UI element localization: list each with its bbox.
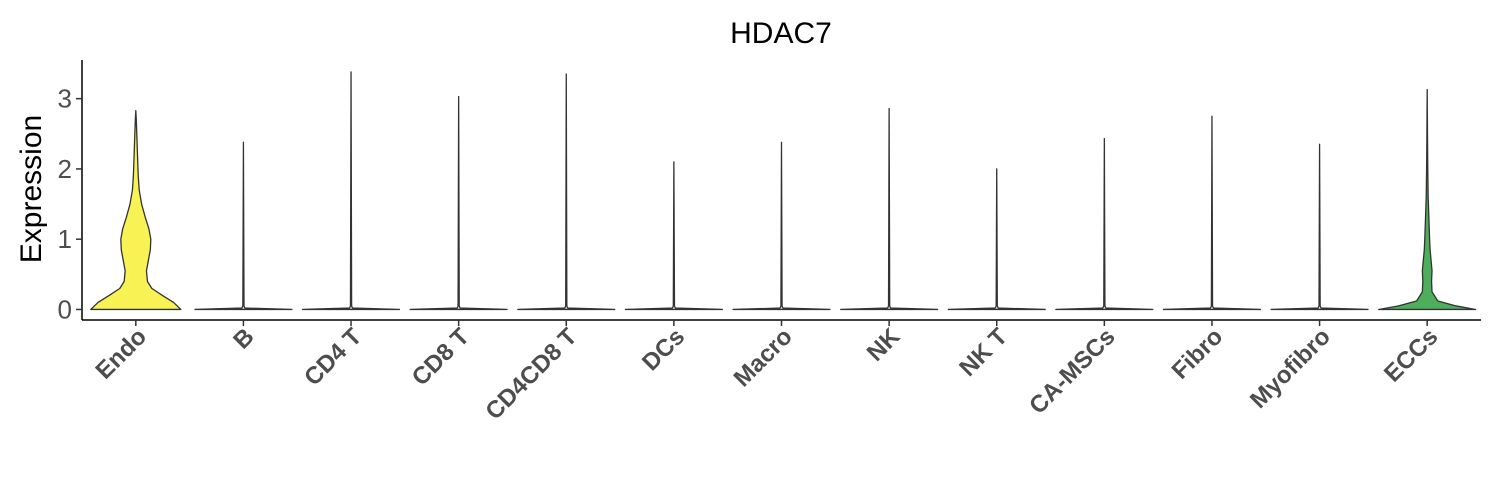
x-tick-label: NK: [862, 323, 906, 367]
x-tick-label: Endo: [91, 323, 153, 385]
x-tick-label: DCs: [637, 323, 690, 376]
y-tick-label: 3: [58, 84, 72, 114]
violin-b: [194, 141, 293, 311]
x-tick-label: Macro: [729, 323, 798, 392]
x-tick-label: Fibro: [1167, 323, 1229, 385]
violin-group: [90, 71, 1477, 311]
violin-cd4cd8-t: [517, 73, 616, 311]
violin-macro: [732, 141, 831, 311]
violin-dcs: [624, 161, 723, 311]
violin-endo: [90, 109, 182, 311]
y-ticks: 0 1 2 3: [58, 84, 82, 324]
violin-ca-mscs: [1055, 138, 1154, 311]
violin-cd4-t: [301, 71, 401, 311]
x-tick-label: NK T: [954, 323, 1013, 382]
chart-title: HDAC7: [730, 17, 832, 50]
x-tick-label: CD4CD8 T: [480, 323, 582, 425]
y-tick-label: 1: [58, 224, 72, 254]
x-tick-label: B: [228, 323, 259, 354]
x-tick-label: CA-MSCs: [1024, 323, 1120, 419]
violin-cd8-t: [409, 95, 508, 311]
x-tick-label: CD4 T: [299, 323, 367, 391]
x-tick-label: ECCs: [1379, 323, 1443, 387]
x-ticks: Endo B CD4 T CD8 T CD4CD8 T DCs Macro NK NK T CA-…: [91, 320, 1443, 425]
y-tick-label: 2: [58, 154, 72, 184]
violin-myofibro: [1270, 143, 1369, 311]
violin-nk-t: [947, 168, 1046, 311]
violin-nk: [840, 107, 939, 311]
x-tick-label: CD8 T: [407, 323, 475, 391]
violin-eccs: [1378, 88, 1477, 311]
y-tick-label: 0: [58, 294, 72, 324]
y-axis-label: Expression: [15, 115, 48, 263]
x-tick-label: Myofibro: [1245, 323, 1336, 414]
violin-fibro: [1162, 115, 1262, 311]
